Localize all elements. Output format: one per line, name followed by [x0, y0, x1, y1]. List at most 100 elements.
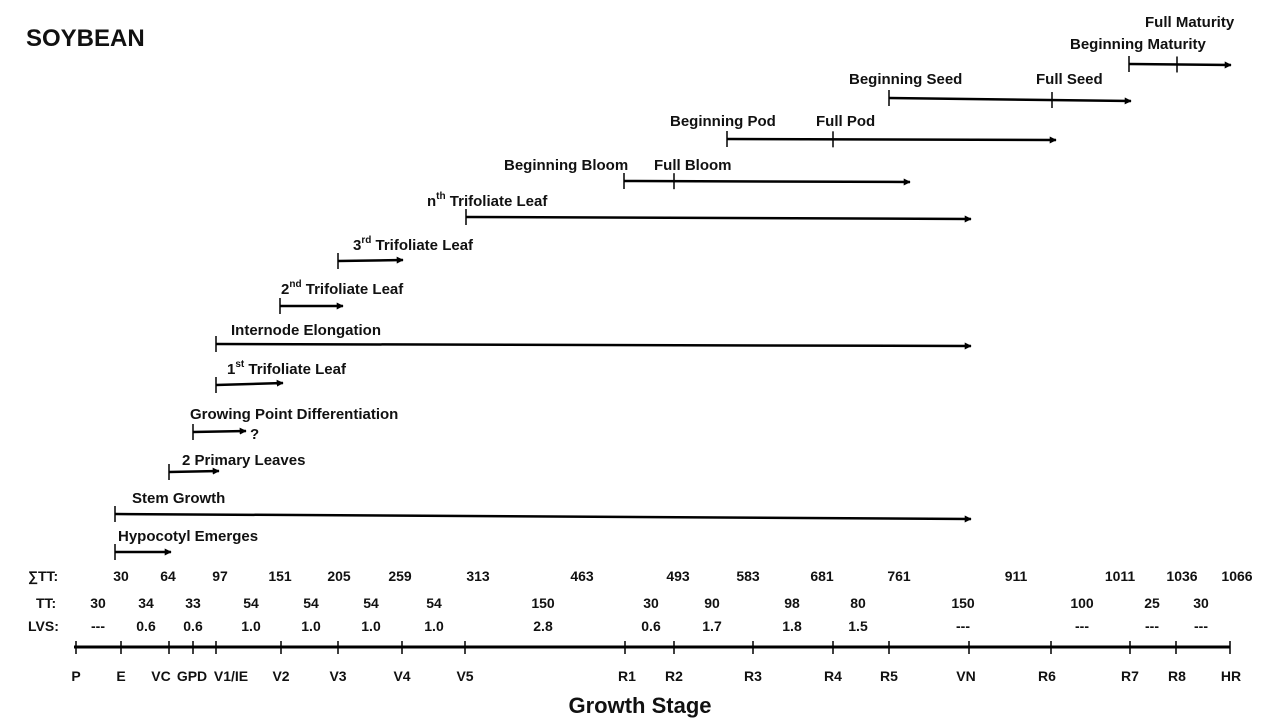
stage-label-p: P	[71, 668, 80, 684]
lvs-value: 1.8	[782, 618, 802, 634]
sum-tt-value: 1066	[1221, 568, 1252, 584]
lvs-value: 1.0	[301, 618, 321, 634]
sum-tt-value: 583	[736, 568, 760, 584]
stage-label-e: E	[116, 668, 125, 684]
tt-value: 25	[1144, 595, 1160, 611]
label-full-seed: Full Seed	[1036, 71, 1103, 88]
arrow-line-seed	[888, 96, 1132, 105]
label-nth-trifoliate-leaf: nth Trifoliate Leaf	[427, 191, 548, 210]
label-beginning-maturity: Beginning Maturity	[1070, 36, 1206, 53]
arrow-line-internode-elong	[215, 342, 972, 350]
arrow-2nd-trifoliate	[279, 298, 344, 314]
sum-tt-value: 151	[268, 568, 292, 584]
arrow-line-growing-point-diff	[192, 427, 247, 435]
tt-value: 54	[363, 595, 379, 611]
arrow-line-1st-trifoliate	[215, 379, 284, 387]
arrow-line-pod	[726, 136, 1057, 144]
arrow-internode-elong	[215, 336, 972, 352]
stage-label-r3: R3	[744, 668, 762, 684]
stage-label-r8: R8	[1168, 668, 1186, 684]
label-stem-growth: Stem Growth	[132, 490, 225, 507]
sum-tt-value: 493	[666, 568, 690, 584]
sum-tt-value: 1011	[1105, 568, 1136, 584]
tt-value: 150	[531, 595, 555, 611]
lvs-value: ---	[956, 618, 970, 634]
row-label-sum-tt: ∑TT:	[28, 568, 58, 585]
arrow-1st-trifoliate	[215, 377, 284, 393]
sum-tt-value: 313	[466, 568, 490, 584]
label-3rd-trifoliate-leaf: 3rd Trifoliate Leaf	[353, 235, 474, 254]
lvs-value: 2.8	[533, 618, 553, 634]
stage-label-r4: R4	[824, 668, 842, 684]
tt-value: 150	[951, 595, 975, 611]
tt-value: 54	[243, 595, 259, 611]
tt-value: 80	[850, 595, 866, 611]
lvs-value: ---	[91, 618, 105, 634]
arrow-nth-trifoliate	[465, 209, 972, 225]
stage-label-gpd: GPD	[177, 668, 207, 684]
label-internode-elongation: Internode Elongation	[231, 322, 381, 339]
lvs-value: ---	[1145, 618, 1159, 634]
lvs-value: 1.0	[241, 618, 261, 634]
label-2nd-trifoliate-leaf: 2nd Trifoliate Leaf	[281, 279, 404, 298]
arrow-hypocotyl-emerges	[114, 544, 172, 560]
arrow-line-2-primary-leaves	[168, 467, 220, 475]
label-beginning-bloom: Beginning Bloom	[504, 157, 628, 174]
arrow-pod	[726, 131, 1057, 148]
lvs-value: 0.6	[136, 618, 156, 634]
sum-tt-value: 761	[887, 568, 911, 584]
lvs-row: --- 0.6 0.6 1.0 1.0 1.0 1.0 2.8 0.6 1.7 1.8 1.5 --- -…	[91, 618, 1208, 634]
sum-tt-row: 30 64 97 151 205 259 313 463 493 583 681 761 911 1011…	[113, 568, 1253, 584]
sum-tt-value: 97	[212, 568, 228, 584]
tt-value: 33	[185, 595, 201, 611]
row-label-lvs: LVS:	[28, 618, 59, 634]
label-full-maturity: Full Maturity	[1145, 14, 1235, 31]
stage-label-v4: V4	[393, 668, 410, 684]
chart-title: SOYBEAN	[26, 25, 145, 52]
tt-value: 34	[138, 595, 154, 611]
tt-value: 54	[303, 595, 319, 611]
arrow-growing-point-diff	[192, 424, 247, 440]
stage-label-vc: VC	[151, 668, 170, 684]
label-growing-point-differentiation: Growing Point Differentiation	[190, 406, 398, 423]
label-growing-point-question: ?	[250, 426, 259, 443]
arrow-maturity	[1128, 56, 1232, 73]
sum-tt-value: 205	[327, 568, 351, 584]
lvs-value: ---	[1194, 618, 1208, 634]
arrow-line-stem-growth	[114, 512, 972, 523]
label-full-bloom: Full Bloom	[654, 157, 732, 174]
event-arrows	[114, 56, 1232, 560]
label-full-pod: Full Pod	[816, 113, 875, 130]
arrow-3rd-trifoliate	[337, 253, 404, 269]
row-label-tt: TT:	[36, 595, 56, 611]
tt-value: 30	[1193, 595, 1209, 611]
stage-label-r7: R7	[1121, 668, 1139, 684]
tt-row: 30 34 33 54 54 54 54 150 30 90 98 80 150 100 25 30	[90, 595, 1209, 611]
tt-value: 54	[426, 595, 442, 611]
lvs-value: 0.6	[641, 618, 661, 634]
lvs-value: 1.0	[361, 618, 381, 634]
stage-label-r1: R1	[618, 668, 636, 684]
lvs-value: 1.0	[424, 618, 444, 634]
label-1st-trifoliate-leaf: 1st Trifoliate Leaf	[227, 359, 347, 378]
stage-label-r2: R2	[665, 668, 683, 684]
tt-value: 30	[90, 595, 106, 611]
tt-value: 98	[784, 595, 800, 611]
tt-value: 90	[704, 595, 720, 611]
sum-tt-value: 1036	[1166, 568, 1197, 584]
label-beginning-pod: Beginning Pod	[670, 113, 776, 130]
stage-label-hr: HR	[1221, 668, 1241, 684]
lvs-value: 1.5	[848, 618, 868, 634]
arrow-2-primary-leaves	[168, 464, 220, 480]
stage-label-r6: R6	[1038, 668, 1056, 684]
arrow-seed	[888, 90, 1132, 109]
lvs-value: 1.7	[702, 618, 722, 634]
arrow-line-3rd-trifoliate	[337, 256, 404, 264]
sum-tt-value: 259	[388, 568, 412, 584]
sum-tt-value: 64	[160, 568, 176, 584]
arrow-bloom	[623, 173, 911, 190]
stage-label-v1: V1/IE	[214, 668, 248, 684]
axis-ticks	[75, 641, 1231, 654]
axis-title: Growth Stage	[568, 693, 711, 718]
